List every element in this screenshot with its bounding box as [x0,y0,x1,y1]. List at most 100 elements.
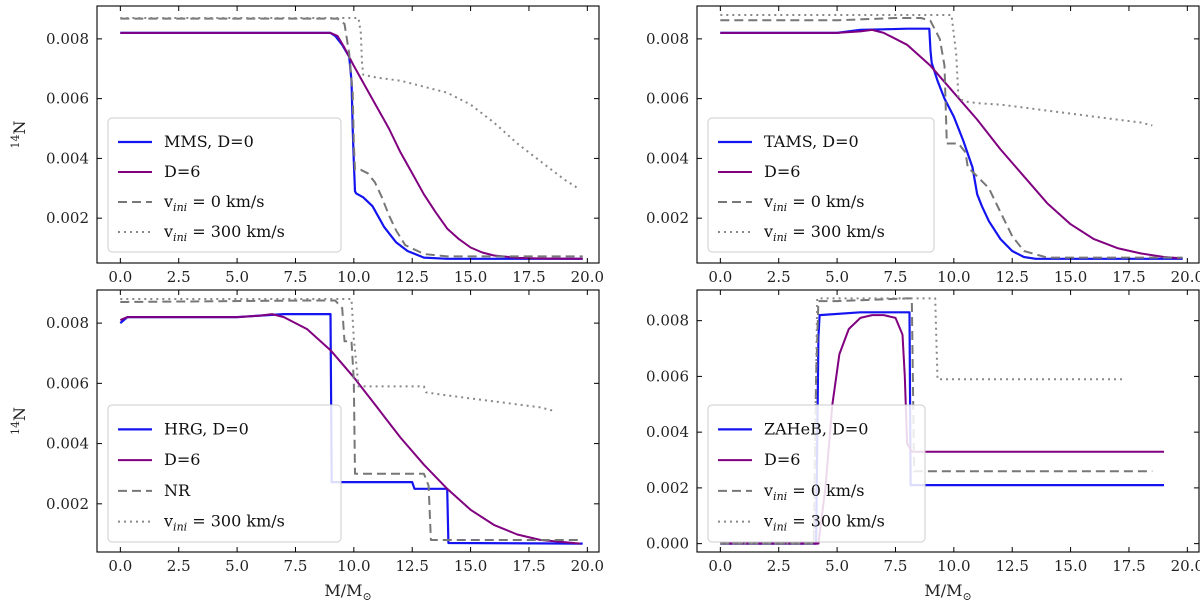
y-tick-label: 0.006 [646,367,689,385]
panel-top-left: 0.0 2.5 5.0 7.5 10.0 12.5 15.0 17.5 20.0 0.002 0.0… [9,5,604,286]
y-tick-label: 0.008 [46,314,89,332]
x-tick-label: 7.5 [884,557,908,575]
legend-entry-3: NR [164,481,191,500]
y-tick-label: 0.002 [646,209,689,227]
y-tick-label: 0.004 [646,149,689,167]
x-axis-label: M/M⊙ [924,581,971,600]
x-tick-label: 20.0 [1171,557,1200,575]
x-tick-label: 17.5 [1112,268,1145,286]
x-tick-label: 15.0 [454,268,487,286]
legend-entry-2: D=6 [164,162,200,181]
x-tick-label: 12.5 [396,268,429,286]
series-line-3 [120,299,583,541]
legend-entry-4: vini = 300 km/s [163,222,285,244]
series-line-3 [720,297,1153,545]
x-tick-label: 2.5 [167,557,191,575]
y-tick-label: 0.002 [646,479,689,497]
panel-bottom-right: 0.0 2.5 5.0 7.5 10.0 12.5 15.0 17.5 20.0 0.000 0.0… [646,289,1200,600]
plot-area-bottom-left [119,298,583,545]
x-tick-label: 2.5 [767,557,791,575]
legend-entry-3: vini = 0 km/s [163,192,264,214]
panel-top-right: 0.0 2.5 5.0 7.5 10.0 12.5 15.0 17.5 20.0 0.002 0.0… [646,5,1200,286]
axes-frame [696,5,1200,264]
legend-entry-2: D=6 [764,450,800,469]
y-tick-label: 0.002 [46,495,89,513]
y-tick-label: 0.006 [46,90,89,108]
x-tick-label: 17.5 [512,557,545,575]
x-tick-label: 7.5 [884,268,908,286]
legend-top-left: MMS, D=0 D=6 vini = 0 km/s vini = 300 km/s [107,117,342,253]
axes-frame [96,289,600,553]
series-line-2 [720,28,1181,260]
legend-entry-1: ZAHeB, D=0 [764,419,868,438]
x-tick-label: 15.0 [1054,268,1087,286]
axes-frame [96,5,600,264]
y-tick-label: 0.006 [46,374,89,392]
series-line-3 [720,17,1183,259]
x-tick-label: 12.5 [996,557,1029,575]
legend-entry-3: vini = 0 km/s [763,192,864,214]
x-tick-label: 10.0 [337,557,370,575]
x-tick-label: 5.0 [825,268,849,286]
legend-box [707,117,935,253]
legend-entry-2: D=6 [164,450,200,469]
x-tick-label: 20.0 [1171,268,1200,286]
x-tick-label: 7.5 [284,268,308,286]
x-tick-label: 10.0 [337,268,370,286]
series-line-3 [120,17,583,258]
y-tick-label: 0.002 [46,209,89,227]
legend-box [107,117,342,253]
legend-entry-1: MMS, D=0 [164,132,254,151]
legend-box [707,404,926,543]
y-tick-label: 0.004 [646,423,689,441]
legend-box [107,404,342,543]
plot-area-top-right [720,14,1183,260]
x-tick-label: 12.5 [396,557,429,575]
legend-bottom-left: HRG, D=0 D=6 NR vini = 300 km/s [107,404,342,543]
x-tick-label: 10.0 [937,268,970,286]
series-line-4 [120,298,553,412]
x-tick-label: 20.0 [571,268,604,286]
x-tick-label: 5.0 [225,268,249,286]
x-tick-label: 5.0 [825,557,849,575]
legend-entry-1: TAMS, D=0 [764,132,859,151]
legend-entry-3: vini = 0 km/s [763,481,864,503]
y-tick-label: 0.008 [46,30,89,48]
x-tick-label: 0.0 [708,557,732,575]
legend-entry-4: vini = 300 km/s [763,512,885,534]
plot-area-top-left [120,17,583,260]
x-tick-label: 10.0 [937,557,970,575]
series-line-2 [120,31,583,260]
legend-top-right: TAMS, D=0 D=6 vini = 0 km/s vini = 300 km/s [707,117,935,253]
axes-frame [696,289,1200,553]
x-tick-label: 12.5 [996,268,1029,286]
y-axis-label: 14N [9,407,29,435]
legend-entry-4: vini = 300 km/s [763,222,885,244]
y-tick-label: 0.004 [46,149,89,167]
x-tick-label: 2.5 [167,268,191,286]
x-tick-label: 17.5 [1112,557,1145,575]
x-tick-label: 0.0 [708,268,732,286]
series-line-4 [720,14,1153,127]
series-line-4 [120,17,579,190]
x-tick-label: 0.0 [108,557,132,575]
x-tick-label: 5.0 [225,557,249,575]
y-tick-label: 0.000 [646,535,689,553]
y-tick-label: 0.004 [46,435,89,453]
x-tick-label: 2.5 [767,268,791,286]
x-tick-label: 15.0 [1054,557,1087,575]
x-tick-label: 7.5 [284,557,308,575]
x-tick-label: 17.5 [512,268,545,286]
x-tick-label: 20.0 [571,557,604,575]
series-line-2 [119,313,581,545]
legend-entry-1: HRG, D=0 [164,419,249,438]
legend-bottom-right: ZAHeB, D=0 D=6 vini = 0 km/s vini = 300 km/… [707,404,926,543]
y-tick-label: 0.008 [646,312,689,330]
legend-entry-4: vini = 300 km/s [163,512,285,534]
y-tick-label: 0.006 [646,90,689,108]
y-tick-label: 0.008 [646,30,689,48]
x-tick-label: 0.0 [108,268,132,286]
x-tick-label: 15.0 [454,557,487,575]
y-axis-label: 14N [9,121,29,149]
